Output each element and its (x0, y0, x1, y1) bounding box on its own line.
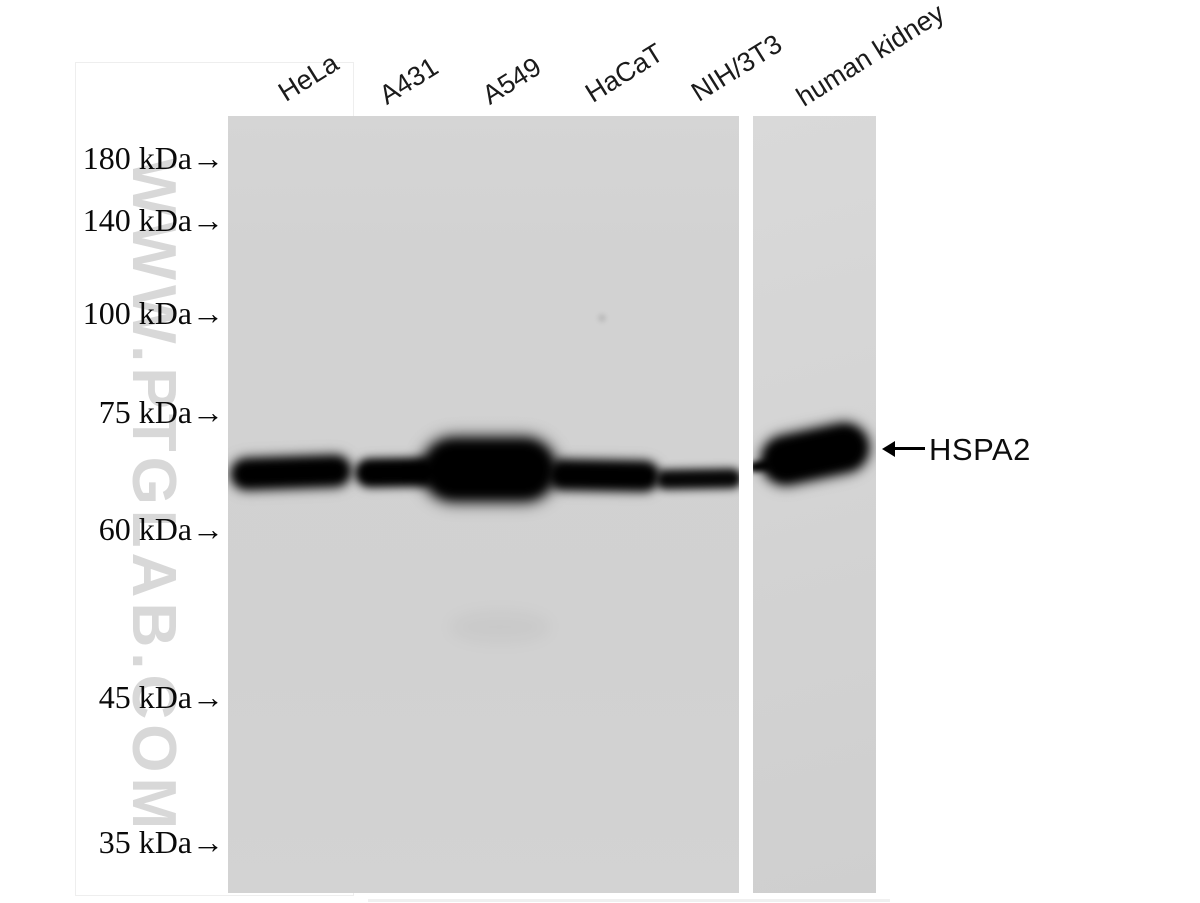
lane-label-hacat: HaCaT (580, 37, 669, 109)
faint-background-smudge (450, 612, 550, 642)
mw-label-75: 75 kDa→ (98, 394, 224, 430)
scan-edge-artifact (368, 899, 890, 902)
band-hacat (548, 460, 660, 491)
mw-label-180: 180 kDa→ (82, 140, 224, 176)
membrane-speck (598, 314, 606, 322)
blot-panel-main (228, 116, 739, 893)
band-nih3t3 (656, 469, 739, 489)
band-a549 (424, 440, 554, 499)
mw-label-35: 35 kDa→ (98, 824, 224, 860)
mw-label-140: 140 kDa→ (82, 202, 224, 238)
band-human-kidney (758, 420, 872, 488)
mw-label-100: 100 kDa→ (82, 295, 224, 331)
blot-panel-human-kidney (753, 116, 876, 893)
hspa2-arrow-shaft (893, 447, 925, 450)
lane-label-a549: A549 (477, 51, 547, 111)
hspa2-arrow-head (882, 441, 895, 457)
mw-label-60: 60 kDa→ (98, 511, 224, 547)
watermark: WWW.PTGLAB.COM (119, 158, 188, 835)
mw-label-45: 45 kDa→ (98, 679, 224, 715)
lane-label-human-kidney: human kidney (791, 0, 950, 113)
band-hela (231, 455, 351, 490)
hspa2-label: HSPA2 (929, 432, 1031, 467)
lane-label-nih3t3: NIH/3T3 (686, 28, 788, 108)
lane-label-a431: A431 (374, 51, 444, 111)
